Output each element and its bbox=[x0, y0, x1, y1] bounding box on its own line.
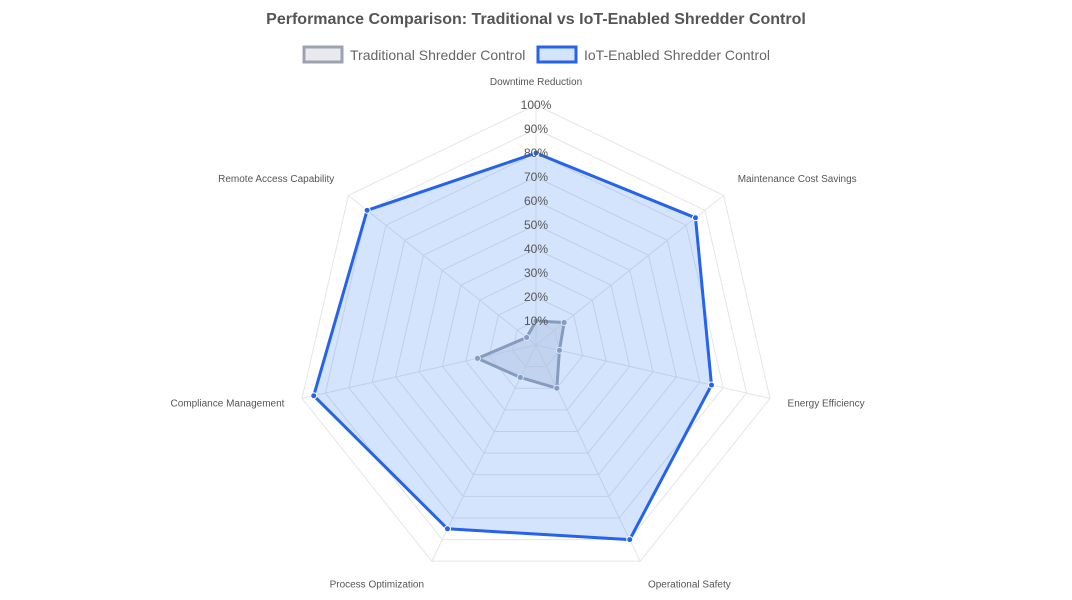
data-point[interactable] bbox=[707, 381, 715, 389]
axis-label: Energy Efficiency bbox=[788, 398, 865, 409]
legend: Traditional Shredder Control IoT-Enabled… bbox=[302, 45, 770, 64]
grid-spoke bbox=[348, 194, 537, 346]
legend-label-traditional: Traditional Shredder Control bbox=[350, 47, 525, 63]
tick-label: 80% bbox=[524, 146, 548, 160]
data-point[interactable] bbox=[474, 354, 482, 362]
grid-ring bbox=[371, 176, 701, 497]
data-point[interactable] bbox=[555, 346, 563, 354]
grid-ring bbox=[441, 248, 631, 432]
grid-spoke bbox=[431, 344, 537, 562]
axis-label: Compliance Management bbox=[171, 398, 285, 409]
legend-item-iot[interactable]: IoT-Enabled Shredder Control bbox=[536, 45, 770, 64]
data-point[interactable] bbox=[553, 384, 561, 392]
data-point[interactable] bbox=[310, 392, 318, 400]
legend-swatch-iot bbox=[536, 45, 578, 64]
legend-swatch-traditional bbox=[302, 45, 344, 64]
chart-title: Performance Comparison: Traditional vs I… bbox=[266, 11, 806, 28]
tick-label: 40% bbox=[524, 242, 548, 256]
radar-axis-labels: Downtime Reduction Maintenance Cost Savin… bbox=[171, 77, 865, 590]
data-point[interactable] bbox=[626, 536, 634, 544]
data-point[interactable] bbox=[532, 317, 540, 325]
tick-label: 50% bbox=[524, 218, 548, 232]
grid-spoke bbox=[535, 194, 724, 346]
grid-ring bbox=[465, 272, 607, 411]
axis-label: Operational Safety bbox=[648, 579, 731, 590]
grid-spoke bbox=[535, 344, 771, 399]
axis-label: Maintenance Cost Savings bbox=[738, 174, 857, 185]
series-1 bbox=[310, 149, 715, 544]
data-point[interactable] bbox=[691, 214, 699, 222]
series-0 bbox=[474, 317, 568, 392]
grid-ring bbox=[324, 128, 748, 541]
tick-label: 70% bbox=[524, 170, 548, 184]
axis-label: Downtime Reduction bbox=[490, 77, 582, 88]
data-point[interactable] bbox=[560, 319, 568, 327]
data-point[interactable] bbox=[532, 149, 540, 157]
axis-label: Process Optimization bbox=[330, 579, 424, 590]
series-area bbox=[312, 151, 713, 542]
grid-ring bbox=[418, 224, 654, 454]
tick-label: 100% bbox=[521, 98, 552, 112]
tick-label: 90% bbox=[524, 122, 548, 136]
data-point[interactable] bbox=[443, 525, 451, 533]
legend-label-iot: IoT-Enabled Shredder Control bbox=[584, 47, 770, 63]
grid-ring bbox=[348, 152, 724, 519]
radar-ticks: 10% 20% 30% 40% 50% 60% 70% 80% 90% 100% bbox=[521, 98, 552, 328]
tick-label: 60% bbox=[524, 194, 548, 208]
series-area bbox=[476, 319, 566, 390]
grid-ring bbox=[395, 200, 677, 476]
data-point[interactable] bbox=[516, 373, 524, 381]
legend-item-traditional[interactable]: Traditional Shredder Control bbox=[302, 45, 525, 64]
grid-ring bbox=[301, 104, 771, 562]
tick-label: 10% bbox=[524, 314, 548, 328]
grid-ring bbox=[488, 296, 584, 389]
axis-label: Remote Access Capability bbox=[218, 174, 334, 185]
radar-grid bbox=[301, 104, 771, 562]
data-point[interactable] bbox=[523, 334, 531, 342]
data-point[interactable] bbox=[363, 206, 371, 214]
radar-series bbox=[310, 149, 715, 544]
tick-label: 30% bbox=[524, 266, 548, 280]
tick-label: 20% bbox=[524, 290, 548, 304]
